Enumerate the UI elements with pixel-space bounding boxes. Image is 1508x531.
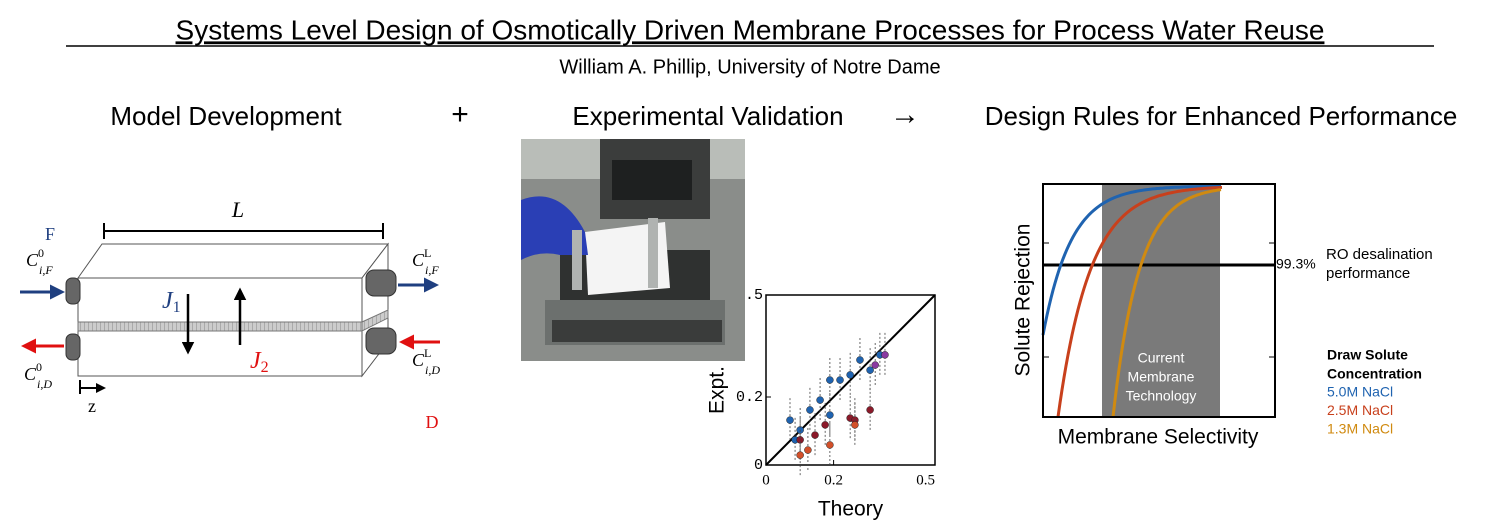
label-sub: i,F xyxy=(39,263,53,277)
flux-base: J xyxy=(250,348,262,374)
rejection-curve xyxy=(1041,184,1221,336)
point xyxy=(836,376,844,384)
x-tick-label: 0 xyxy=(762,472,770,488)
axis-label: z xyxy=(88,396,96,416)
reference-label: performance xyxy=(1326,265,1410,282)
point xyxy=(796,451,804,459)
point xyxy=(806,406,814,414)
point xyxy=(796,436,804,444)
region-label: Technology xyxy=(1126,388,1197,404)
heading: Experimental Validation xyxy=(572,101,843,131)
concentration-label: C0 i,F xyxy=(26,246,53,277)
plot-frame xyxy=(1042,183,1276,418)
flux-label: J1 xyxy=(162,288,181,316)
label-base: C xyxy=(412,250,425,270)
legend-title: Draw Solute xyxy=(1327,347,1408,363)
point xyxy=(826,441,834,449)
point xyxy=(811,431,819,439)
flux-sub: 2 xyxy=(261,359,269,376)
label-sup: 0 xyxy=(38,246,44,260)
heading-arrow: → xyxy=(890,98,920,131)
module-diagram xyxy=(20,223,440,394)
point xyxy=(826,376,834,384)
design-plot xyxy=(1041,184,1275,418)
legend-title: Concentration xyxy=(1327,366,1422,382)
concentration-label: C0 i,D xyxy=(24,360,52,391)
concentration-label: CL i,F xyxy=(412,246,439,277)
concentration-label: CL i,D xyxy=(412,346,440,377)
author: William A. Phillip, University of Notre … xyxy=(559,56,940,78)
point xyxy=(826,411,834,419)
x-axis-label: Membrane Selectivity xyxy=(1058,426,1259,449)
point xyxy=(851,421,859,429)
point xyxy=(804,446,812,454)
label-sup: L xyxy=(424,246,431,260)
label-base: C xyxy=(26,250,39,270)
label-sup: 0 xyxy=(36,360,42,374)
y-tick-label: 0.2 xyxy=(736,389,763,406)
legend-entry: 2.5M NaCl xyxy=(1327,402,1393,418)
point xyxy=(856,356,864,364)
point xyxy=(881,351,889,359)
label-base: C xyxy=(412,350,425,370)
label-base: C xyxy=(24,364,37,384)
rejection-curve xyxy=(1111,188,1222,418)
reference-value: 99.3% xyxy=(1276,256,1316,272)
flux-base: J xyxy=(162,288,174,314)
label-sub: i,D xyxy=(37,377,52,391)
apparatus-photo xyxy=(521,139,745,361)
x-tick-label: 0.5 xyxy=(916,472,935,488)
point xyxy=(866,406,874,414)
label-sub: i,F xyxy=(425,263,439,277)
y-axis-label: Expt. xyxy=(706,366,729,414)
point xyxy=(846,371,854,379)
y-axis-label: Solute Rejection xyxy=(1012,224,1035,377)
flux-sub: 1 xyxy=(173,299,181,316)
legend-entry: 1.3M NaCl xyxy=(1327,421,1393,437)
title: Systems Level Design of Osmotically Driv… xyxy=(176,14,1325,45)
draw-label: D xyxy=(426,412,439,432)
concentration-labels: C0 i,F CL i,FC0 i,DCL i,D xyxy=(24,246,440,391)
heading: Model Development xyxy=(110,101,342,131)
x-axis-label: Theory xyxy=(818,498,884,521)
heading-plus: + xyxy=(451,98,469,131)
flux-label: J2 xyxy=(250,348,269,376)
y-tick-label: 0 xyxy=(754,457,763,474)
point xyxy=(786,416,794,424)
point xyxy=(871,361,879,369)
feed-label: F xyxy=(45,224,55,244)
region-label: Current xyxy=(1138,350,1185,366)
x-tick-label: 0.2 xyxy=(824,472,843,488)
point xyxy=(866,366,874,374)
label-sup: L xyxy=(424,346,431,360)
legend: 5.0M NaCl 2.5M NaCl 1.3M NaCl xyxy=(1327,384,1393,437)
rejection-curve xyxy=(1056,185,1223,418)
label-sub: i,D xyxy=(425,363,440,377)
point xyxy=(821,421,829,429)
region-label: Membrane xyxy=(1128,369,1195,385)
heading: Design Rules for Enhanced Performance xyxy=(985,101,1458,131)
point xyxy=(816,396,824,404)
legend-entry: 5.0M NaCl xyxy=(1327,384,1393,400)
length-label: L xyxy=(231,197,244,222)
reference-label: RO desalination xyxy=(1326,246,1433,263)
